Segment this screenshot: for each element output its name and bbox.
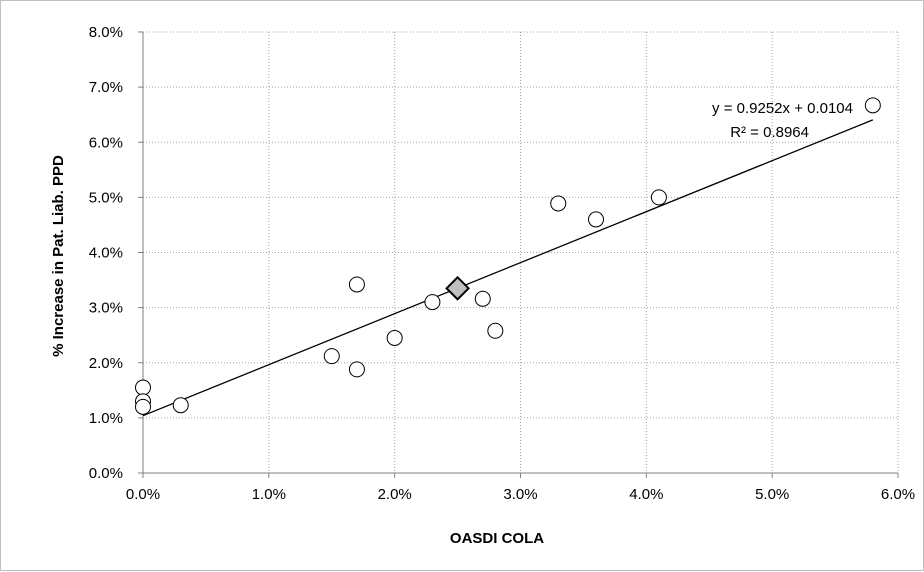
y-tick-label: 1.0% <box>89 410 123 427</box>
x-tick-label: 1.0% <box>252 486 286 503</box>
scatter-point <box>135 379 151 396</box>
y-tick-label: 8.0% <box>89 24 123 41</box>
gridlines <box>143 31 899 473</box>
scatter-point <box>348 276 365 293</box>
scatter-point <box>135 398 151 415</box>
scatter-point <box>386 329 403 346</box>
axes <box>138 31 899 478</box>
y-tick-label: 3.0% <box>89 300 123 317</box>
y-tick-label: 4.0% <box>89 245 123 262</box>
scatter-point <box>550 195 567 212</box>
scatter-point <box>864 97 881 114</box>
y-tick-label: 7.0% <box>89 79 123 96</box>
x-axis-title: OASDI COLA <box>450 530 544 547</box>
x-tick-label: 3.0% <box>503 486 537 503</box>
x-tick-label: 4.0% <box>629 486 663 503</box>
scatter-point <box>348 361 365 378</box>
trendline-equation: y = 0.9252x + 0.0104 <box>712 100 853 117</box>
scatter-point <box>487 322 504 339</box>
y-tick-label: 6.0% <box>89 134 123 151</box>
diamond-point <box>445 275 470 301</box>
trendline <box>142 119 874 417</box>
scatter-point <box>588 211 604 228</box>
scatter-point <box>474 290 491 307</box>
trendline-line <box>142 119 874 417</box>
y-tick-label: 5.0% <box>89 189 123 206</box>
scatter-point <box>650 189 667 206</box>
x-tick-label: 5.0% <box>755 486 789 503</box>
r-squared-label: R² = 0.8964 <box>730 124 809 141</box>
scatter-point <box>424 294 441 311</box>
x-tick-label: 0.0% <box>126 486 160 503</box>
y-tick-label: 0.0% <box>89 465 123 482</box>
scatter-point <box>323 348 340 365</box>
scatter-point <box>172 397 189 414</box>
x-tick-label: 2.0% <box>378 486 412 503</box>
data-points <box>135 97 881 415</box>
y-tick-label: 2.0% <box>89 355 123 372</box>
y-axis-title: % Increase in Pat. Liab. PPD <box>50 155 67 357</box>
x-tick-label: 6.0% <box>881 486 915 503</box>
tick-labels: 0.0% 1.0% 2.0% 3.0% 4.0% 5.0% 6.0% 0.0% 1.0% 2.0%… <box>89 24 915 503</box>
